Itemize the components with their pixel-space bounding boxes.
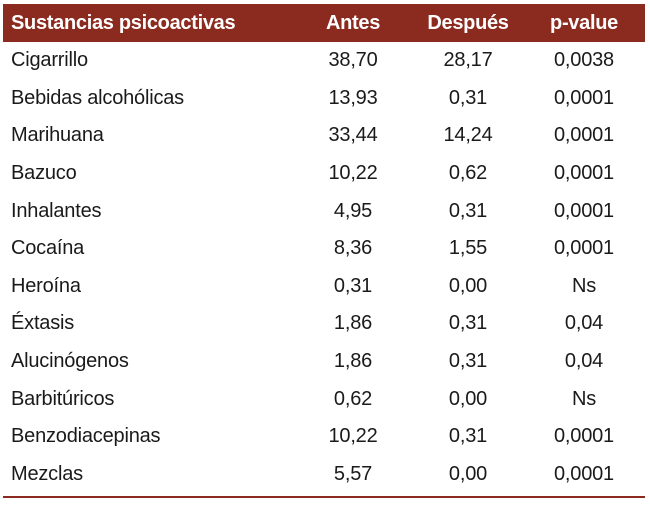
cell-before: 4,95	[333, 199, 373, 222]
cell-substance: Barbitúricos	[11, 387, 115, 410]
header-before: Antes	[325, 11, 381, 34]
table-body: Cigarrillo 38,70 28,17 0,0038 Bebidas al…	[3, 42, 645, 493]
cell-p-value: 0,0038	[554, 49, 614, 72]
cell-substance: Bazuco	[11, 162, 77, 185]
header-after: Después	[427, 11, 509, 34]
cell-substance: Inhalantes	[11, 199, 102, 222]
cell-before: 0,31	[333, 274, 373, 297]
cell-after: 0,00	[448, 387, 488, 410]
cell-before: 1,86	[333, 312, 373, 335]
table-bottom-rule	[3, 496, 645, 498]
table-row: Heroína 0,31 0,00 Ns	[3, 268, 645, 306]
cell-substance: Bebidas alcohólicas	[11, 86, 184, 109]
cell-after: 0,31	[448, 425, 488, 448]
data-table-container: Sustancias psicoactivas Antes Después p-…	[3, 4, 645, 493]
cell-after: 1,55	[448, 237, 488, 260]
cell-after: 14,24	[443, 124, 493, 147]
table-row: Mezclas 5,57 0,00 0,0001	[3, 456, 645, 494]
cell-p-value: Ns	[571, 387, 597, 410]
cell-before: 5,57	[333, 462, 373, 485]
table-row: Bazuco 10,22 0,62 0,0001	[3, 155, 645, 193]
substances-table: Sustancias psicoactivas Antes Después p-…	[3, 4, 645, 493]
header-row: Sustancias psicoactivas Antes Después p-…	[3, 4, 645, 42]
cell-p-value: 0,0001	[554, 425, 614, 448]
cell-p-value: 0,04	[564, 312, 604, 335]
cell-p-value: 0,0001	[554, 162, 614, 185]
cell-p-value: 0,0001	[554, 124, 614, 147]
cell-after: 0,00	[448, 462, 488, 485]
cell-after: 0,31	[448, 86, 488, 109]
cell-substance: Éxtasis	[11, 312, 75, 335]
cell-p-value: 0,0001	[554, 237, 614, 260]
cell-substance: Mezclas	[11, 462, 83, 485]
cell-p-value: Ns	[571, 274, 597, 297]
table-row: Barbitúricos 0,62 0,00 Ns	[3, 380, 645, 418]
cell-before: 33,44	[328, 124, 378, 147]
table-row: Éxtasis 1,86 0,31 0,04	[3, 305, 645, 343]
table-row: Inhalantes 4,95 0,31 0,0001	[3, 192, 645, 230]
cell-p-value: 0,0001	[554, 199, 614, 222]
header-substance: Sustancias psicoactivas	[11, 11, 236, 34]
cell-substance: Marihuana	[11, 124, 104, 147]
cell-after: 0,31	[448, 312, 488, 335]
cell-before: 38,70	[328, 49, 378, 72]
cell-after: 0,31	[448, 199, 488, 222]
table-row: Benzodiacepinas 10,22 0,31 0,0001	[3, 418, 645, 456]
cell-substance: Alucinógenos	[11, 350, 129, 373]
cell-before: 8,36	[333, 237, 373, 260]
cell-p-value: 0,04	[564, 350, 604, 373]
cell-after: 0,31	[448, 350, 488, 373]
table-row: Cigarrillo 38,70 28,17 0,0038	[3, 42, 645, 80]
table-row: Alucinógenos 1,86 0,31 0,04	[3, 343, 645, 381]
cell-after: 0,62	[448, 162, 488, 185]
table-row: Bebidas alcohólicas 13,93 0,31 0,0001	[3, 80, 645, 118]
cell-substance: Heroína	[11, 274, 81, 297]
table-header: Sustancias psicoactivas Antes Después p-…	[3, 4, 645, 42]
cell-before: 0,62	[333, 387, 373, 410]
table-row: Marihuana 33,44 14,24 0,0001	[3, 117, 645, 155]
cell-p-value: 0,0001	[554, 462, 614, 485]
cell-after: 0,00	[448, 274, 488, 297]
cell-p-value: 0,0001	[554, 86, 614, 109]
cell-before: 1,86	[333, 350, 373, 373]
header-p-value: p-value	[550, 11, 618, 34]
table-row: Cocaína 8,36 1,55 0,0001	[3, 230, 645, 268]
cell-after: 28,17	[443, 49, 493, 72]
cell-substance: Cocaína	[11, 237, 85, 260]
cell-substance: Benzodiacepinas	[11, 425, 161, 448]
cell-before: 13,93	[328, 86, 378, 109]
cell-before: 10,22	[328, 425, 378, 448]
cell-substance: Cigarrillo	[11, 49, 88, 72]
cell-before: 10,22	[328, 162, 378, 185]
